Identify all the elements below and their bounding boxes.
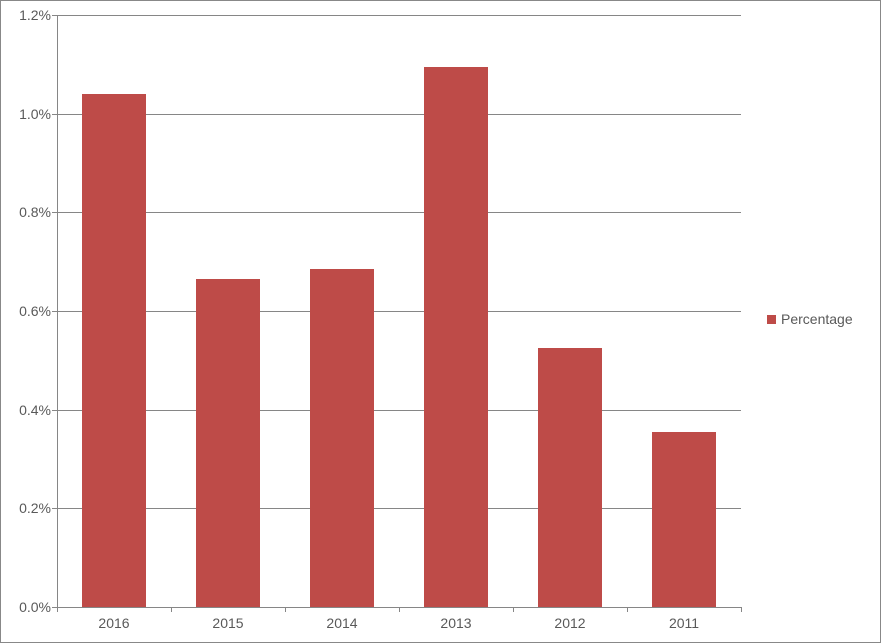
gridline — [57, 311, 741, 312]
gridline — [57, 114, 741, 115]
x-tick-mark — [171, 607, 172, 612]
bar — [538, 348, 602, 607]
bar-chart: 0.0% 0.2% 0.4% 0.6% 0.8% 1.0% 1.2% 2016 2015 2014… — [0, 0, 881, 643]
x-tick-label: 2012 — [554, 615, 585, 631]
x-tick-label: 2011 — [669, 615, 699, 631]
y-tick-label: 0.2% — [19, 500, 51, 516]
bar — [310, 269, 374, 607]
y-tick-mark — [52, 212, 57, 213]
plot-area: 0.0%0.2%0.4%0.6%0.8%1.0%1.2%201620152014… — [57, 15, 741, 607]
gridline — [57, 508, 741, 509]
x-tick-label: 2015 — [212, 615, 243, 631]
y-tick-label: 0.0% — [19, 599, 51, 615]
y-tick-label: 0.6% — [19, 303, 51, 319]
legend-swatch — [767, 315, 776, 324]
x-tick-mark — [57, 607, 58, 612]
bar — [196, 279, 260, 607]
bar — [424, 67, 488, 607]
y-tick-label: 0.8% — [19, 204, 51, 220]
y-tick-mark — [52, 15, 57, 16]
y-tick-mark — [52, 311, 57, 312]
y-tick-mark — [52, 508, 57, 509]
gridline — [57, 410, 741, 411]
bar — [82, 94, 146, 607]
legend: Percentage — [767, 311, 853, 327]
x-tick-label: 2014 — [326, 615, 357, 631]
x-tick-mark — [513, 607, 514, 612]
x-tick-label: 2013 — [440, 615, 471, 631]
y-tick-label: 1.0% — [19, 106, 51, 122]
y-tick-mark — [52, 114, 57, 115]
x-tick-mark — [741, 607, 742, 612]
y-tick-label: 1.2% — [19, 7, 51, 23]
y-tick-mark — [52, 410, 57, 411]
x-tick-mark — [285, 607, 286, 612]
x-tick-label: 2016 — [98, 615, 129, 631]
gridline — [57, 212, 741, 213]
legend-label: Percentage — [781, 311, 853, 327]
y-tick-label: 0.4% — [19, 402, 51, 418]
x-tick-mark — [399, 607, 400, 612]
bar — [652, 432, 716, 607]
gridline — [57, 15, 741, 16]
x-tick-mark — [627, 607, 628, 612]
